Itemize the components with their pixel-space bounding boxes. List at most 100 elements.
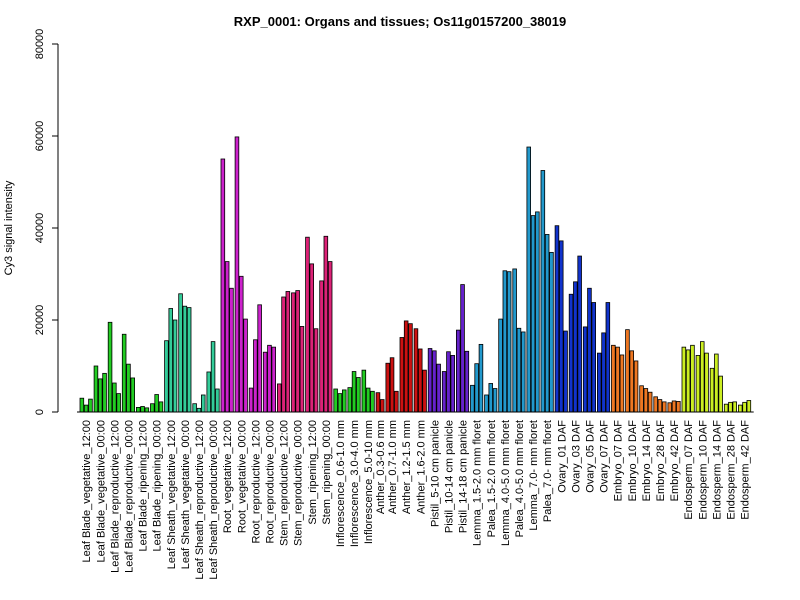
bar [587, 287, 592, 413]
bar [742, 401, 747, 413]
bar [676, 401, 681, 413]
bar [337, 393, 343, 413]
bar [116, 393, 121, 413]
x-tick-label: Embryo_14 DAF [641, 420, 653, 502]
y-tick-label: 60000 [34, 121, 46, 152]
bar [182, 305, 188, 413]
bar [257, 304, 262, 413]
y-axis: 0 20000 40000 60000 80000 [34, 29, 59, 415]
x-tick-label: Lemma_1.5-2.0 mm floret [472, 420, 484, 546]
bar [530, 215, 536, 413]
bar [408, 323, 413, 413]
bar [305, 236, 310, 413]
bar [662, 401, 667, 413]
x-tick-label: Root_reproductive_00:00 [264, 420, 276, 544]
x-tick-label: Embryo_10 DAF [627, 420, 639, 502]
bar [238, 275, 244, 413]
bar [615, 346, 620, 413]
y-axis-label: Cy3 signal intensity [3, 180, 15, 275]
y-tick-label: 20000 [34, 305, 46, 336]
x-tick-label: Root_vegetative_00:00 [236, 420, 248, 533]
bar [512, 268, 517, 413]
bar [164, 340, 169, 413]
bar [633, 360, 639, 413]
y-tick-label: 40000 [34, 213, 46, 244]
x-tick-label: Stem_reproductive_00:00 [293, 420, 305, 546]
x-tick-label: Ovary_05 DAF [584, 420, 596, 493]
bar [643, 388, 649, 413]
x-tick-label: Leaf Sheath_vegetative_00:00 [180, 420, 192, 569]
bar [639, 385, 644, 413]
x-tick-label: Leaf Blade_ripening_12:00 [138, 420, 150, 552]
bar [79, 397, 85, 413]
x-tick-label: Lemma_4.0-5.0 mm floret [500, 420, 512, 546]
x-tick-labels: Leaf Blade_vegetative_12:00 Leaf Blade_ve… [81, 420, 751, 580]
bar [168, 308, 173, 413]
bar [178, 293, 183, 413]
bars [77, 136, 754, 413]
bar [403, 320, 409, 413]
bar [271, 346, 276, 413]
bar [220, 158, 226, 413]
bar [427, 348, 433, 413]
x-tick-label: Leaf Sheath_vegetative_12:00 [166, 420, 178, 569]
bar [234, 136, 240, 413]
bar [718, 375, 723, 413]
bar [323, 235, 329, 413]
x-tick-label: Endosperm_10 DAF [697, 420, 709, 520]
bar [154, 394, 159, 413]
x-tick-label: Stem_ripening_00:00 [321, 420, 333, 525]
bar [150, 403, 155, 413]
bar [309, 263, 314, 413]
x-tick-label: Anther_1.6-2.0 mm [415, 420, 427, 514]
x-tick-label: Root_vegetative_12:00 [222, 420, 234, 533]
x-tick-label: Leaf Blade_reproductive_00:00 [123, 420, 135, 573]
bar [690, 344, 695, 413]
bar [267, 344, 272, 413]
bar [577, 255, 582, 413]
bar [488, 383, 493, 413]
bar [455, 329, 461, 413]
bar [379, 399, 385, 413]
bar [196, 407, 202, 413]
bar [102, 372, 107, 413]
x-tick-label: Pistil_5-10 cm panicle [429, 420, 441, 527]
bar [356, 377, 361, 413]
bar [291, 292, 296, 413]
x-tick-label: Leaf Blade_ripening_00:00 [152, 420, 164, 552]
bar [685, 349, 691, 413]
bar [262, 351, 268, 413]
x-tick-label: Embryo_28 DAF [655, 420, 667, 502]
bar [385, 362, 390, 413]
bar [667, 402, 673, 413]
bar [573, 281, 578, 413]
bar [253, 339, 258, 413]
bar [619, 354, 625, 413]
bar [206, 371, 211, 413]
bar [186, 307, 192, 413]
x-tick-label: Anther_1.2-1.5 mm [401, 420, 413, 514]
bar [126, 363, 131, 413]
bar [107, 321, 113, 413]
bar [285, 291, 291, 413]
bar [559, 240, 564, 413]
bar [568, 293, 574, 413]
x-tick-label: Palea_4.0-5.0 mm floret [514, 420, 526, 537]
bar [313, 328, 319, 413]
bar [319, 280, 324, 413]
bar [413, 328, 419, 413]
bar [460, 284, 465, 413]
bar [83, 404, 89, 413]
bar [347, 387, 352, 413]
x-tick-label: Inflorescence_5.0-10 mm [363, 420, 375, 544]
bar [172, 319, 178, 413]
x-tick-label: Anther_0.3-0.6 mm [375, 420, 387, 514]
bar [704, 352, 709, 413]
bar [738, 404, 743, 413]
bar [341, 389, 347, 413]
bar [535, 211, 540, 413]
bar [399, 337, 405, 413]
bar [436, 363, 441, 413]
x-tick-label: Leaf Sheath_reproductive_00:00 [208, 420, 220, 580]
bar [653, 396, 658, 413]
